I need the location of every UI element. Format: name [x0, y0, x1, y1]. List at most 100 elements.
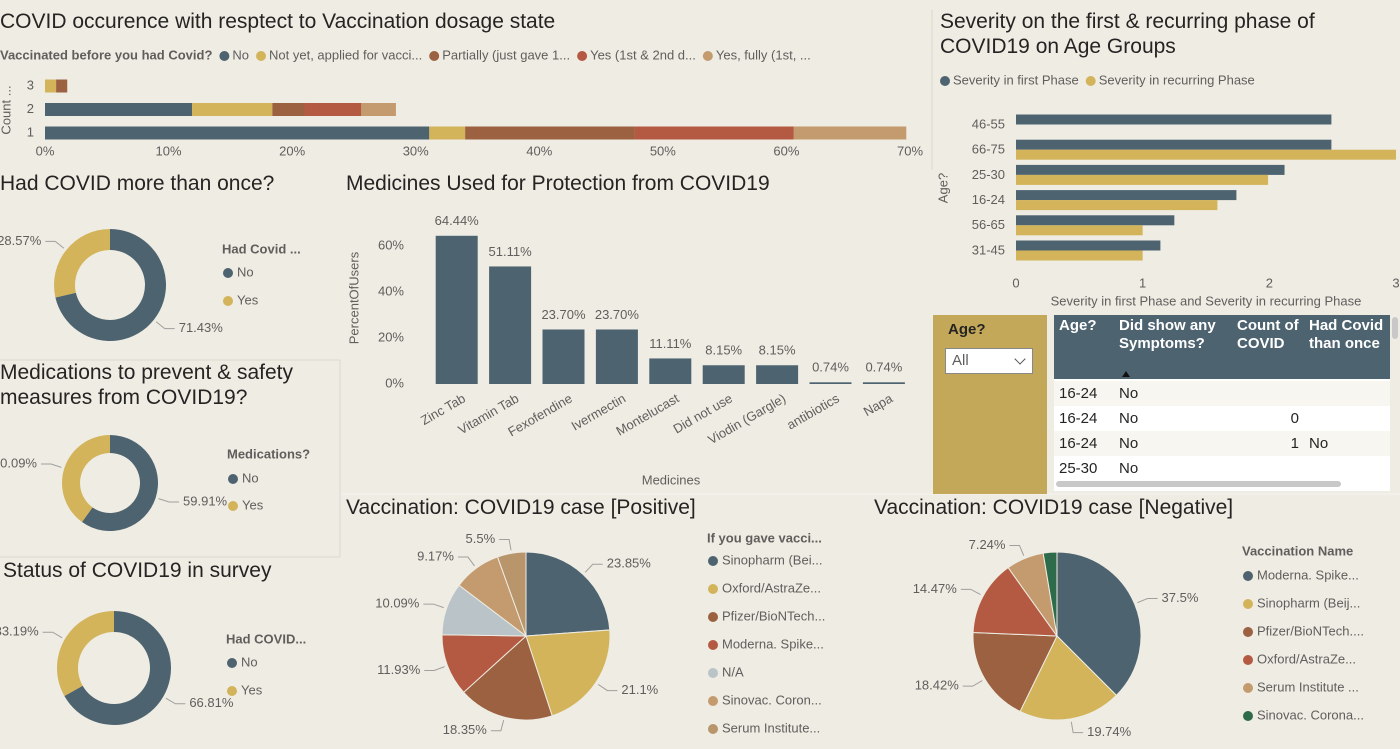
- leader-line: [1009, 544, 1025, 556]
- bar: [1016, 114, 1332, 125]
- leader-line: [155, 321, 175, 330]
- legend-marker: [940, 76, 950, 86]
- bar: [756, 365, 799, 384]
- legend-marker: [227, 686, 237, 696]
- bar: [595, 329, 638, 384]
- legend-label: Sinovac. Coron...: [722, 692, 822, 707]
- data-label: 59.91%: [183, 493, 228, 508]
- legend-label: Not yet, applied for vacci...: [269, 47, 422, 62]
- table-row: 16-24 No: [1054, 381, 1390, 406]
- legend-marker: [708, 584, 718, 594]
- slice: [82, 435, 158, 531]
- leader-line: [490, 719, 505, 732]
- slice: [972, 566, 1059, 637]
- y-axis-label: PercentOfUsers: [346, 251, 361, 344]
- y-tick-label: 31-45: [972, 242, 1005, 257]
- bar-segment: [429, 126, 466, 140]
- x-tick-label: 60%: [773, 143, 799, 158]
- table-cell: [1232, 456, 1304, 481]
- legend-label: Pfizer/BioNTech....: [1257, 623, 1364, 638]
- chart-title: Vaccination: COVID19 case [Positive]: [346, 496, 696, 519]
- legend-title: Vaccination Name: [1242, 543, 1353, 558]
- y-tick-label: 60%: [378, 237, 404, 252]
- data-label: 8.15%: [705, 343, 742, 358]
- legend-title: Vaccinated before you had Covid?: [0, 47, 212, 62]
- y-tick-label: 25-30: [972, 167, 1005, 182]
- y-tick-label: 16-24: [972, 192, 1005, 207]
- bar: [542, 329, 585, 384]
- slicer-value: All: [952, 352, 969, 369]
- bar-segment: [361, 103, 396, 116]
- table-cell: 16-24: [1059, 435, 1098, 452]
- legend-label: Sinopharm (Bei...: [722, 552, 822, 567]
- chart-title: Had COVID more than once?: [0, 172, 275, 195]
- x-tick-label: 3: [1392, 275, 1399, 290]
- table-cell: [1304, 456, 1390, 481]
- slicer-dropdown[interactable]: All: [945, 348, 1033, 374]
- slice: [525, 551, 611, 637]
- x-tick-label: 70%: [897, 143, 923, 158]
- slice: [64, 611, 172, 726]
- data-label: 7.24%: [969, 537, 1006, 552]
- table-cell: No: [1119, 410, 1139, 427]
- legend-label: Yes (1st & 2nd d...: [590, 47, 696, 62]
- slice: [1042, 551, 1058, 637]
- data-label: 21.1%: [621, 682, 658, 697]
- bar: [1016, 240, 1161, 251]
- legend-marker: [1243, 571, 1253, 581]
- chart-title: Status of COVID19 in survey: [3, 559, 272, 582]
- table-cell: No: [1119, 435, 1139, 452]
- data-label: 14.47%: [913, 581, 958, 596]
- bar: [702, 365, 745, 384]
- x-tick-label: 1: [1139, 275, 1146, 290]
- data-label: 23.70%: [541, 307, 586, 322]
- leader-line: [962, 680, 983, 687]
- data-label: 28.57%: [0, 233, 42, 248]
- data-label: 18.35%: [443, 722, 488, 737]
- legend-label: Pfizer/BioNTech...: [722, 608, 825, 623]
- legend-marker: [429, 51, 440, 61]
- legend-label: Serum Institute...: [722, 720, 820, 735]
- y-tick-label: 56-65: [972, 217, 1005, 232]
- legend-marker: [577, 51, 588, 61]
- legend-marker: [219, 51, 230, 61]
- legend-label: Yes: [242, 497, 264, 512]
- data-table: Age? Did show any Symptoms? Count of COVID…: [1054, 315, 1390, 491]
- bar: [1016, 149, 1396, 160]
- scrollbar[interactable]: [1392, 317, 1398, 339]
- bar-segment: [272, 103, 305, 116]
- legend-marker: [708, 696, 718, 706]
- table-cell: 16-24: [1059, 410, 1098, 427]
- data-label: 23.70%: [595, 307, 640, 322]
- sort-indicator[interactable]: [1122, 371, 1130, 377]
- leader-line: [597, 684, 618, 692]
- slice: [61, 435, 110, 522]
- data-label: 40.09%: [0, 455, 37, 470]
- data-label: 37.5%: [1162, 590, 1199, 605]
- legend-title: Had Covid ...: [222, 241, 301, 256]
- x-tick-label: 2: [1266, 275, 1273, 290]
- y-tick-label: 66-75: [972, 142, 1005, 157]
- leader-line: [457, 556, 475, 567]
- legend-label: No: [237, 264, 254, 279]
- data-label: 19.74%: [1087, 724, 1132, 739]
- table-cell: 25-30: [1059, 460, 1098, 477]
- legend-marker: [228, 501, 238, 511]
- legend-marker: [228, 474, 238, 484]
- scrollbar[interactable]: [1056, 481, 1341, 487]
- y-axis-label: Age?: [935, 173, 950, 203]
- legend-marker: [1243, 599, 1253, 609]
- table-cell: 16-24: [1059, 385, 1098, 402]
- bar-segment: [634, 126, 794, 140]
- legend-label: Yes, fully (1st, ...: [716, 47, 811, 62]
- data-label: 51.11%: [489, 244, 533, 259]
- legend-title: Medications?: [227, 446, 310, 461]
- leader-line: [40, 463, 62, 468]
- bar: [1016, 200, 1218, 211]
- bar: [1016, 139, 1332, 150]
- data-label: 5.5%: [466, 531, 496, 546]
- y-tick-label: 1: [27, 124, 34, 139]
- data-label: 71.43%: [179, 320, 224, 335]
